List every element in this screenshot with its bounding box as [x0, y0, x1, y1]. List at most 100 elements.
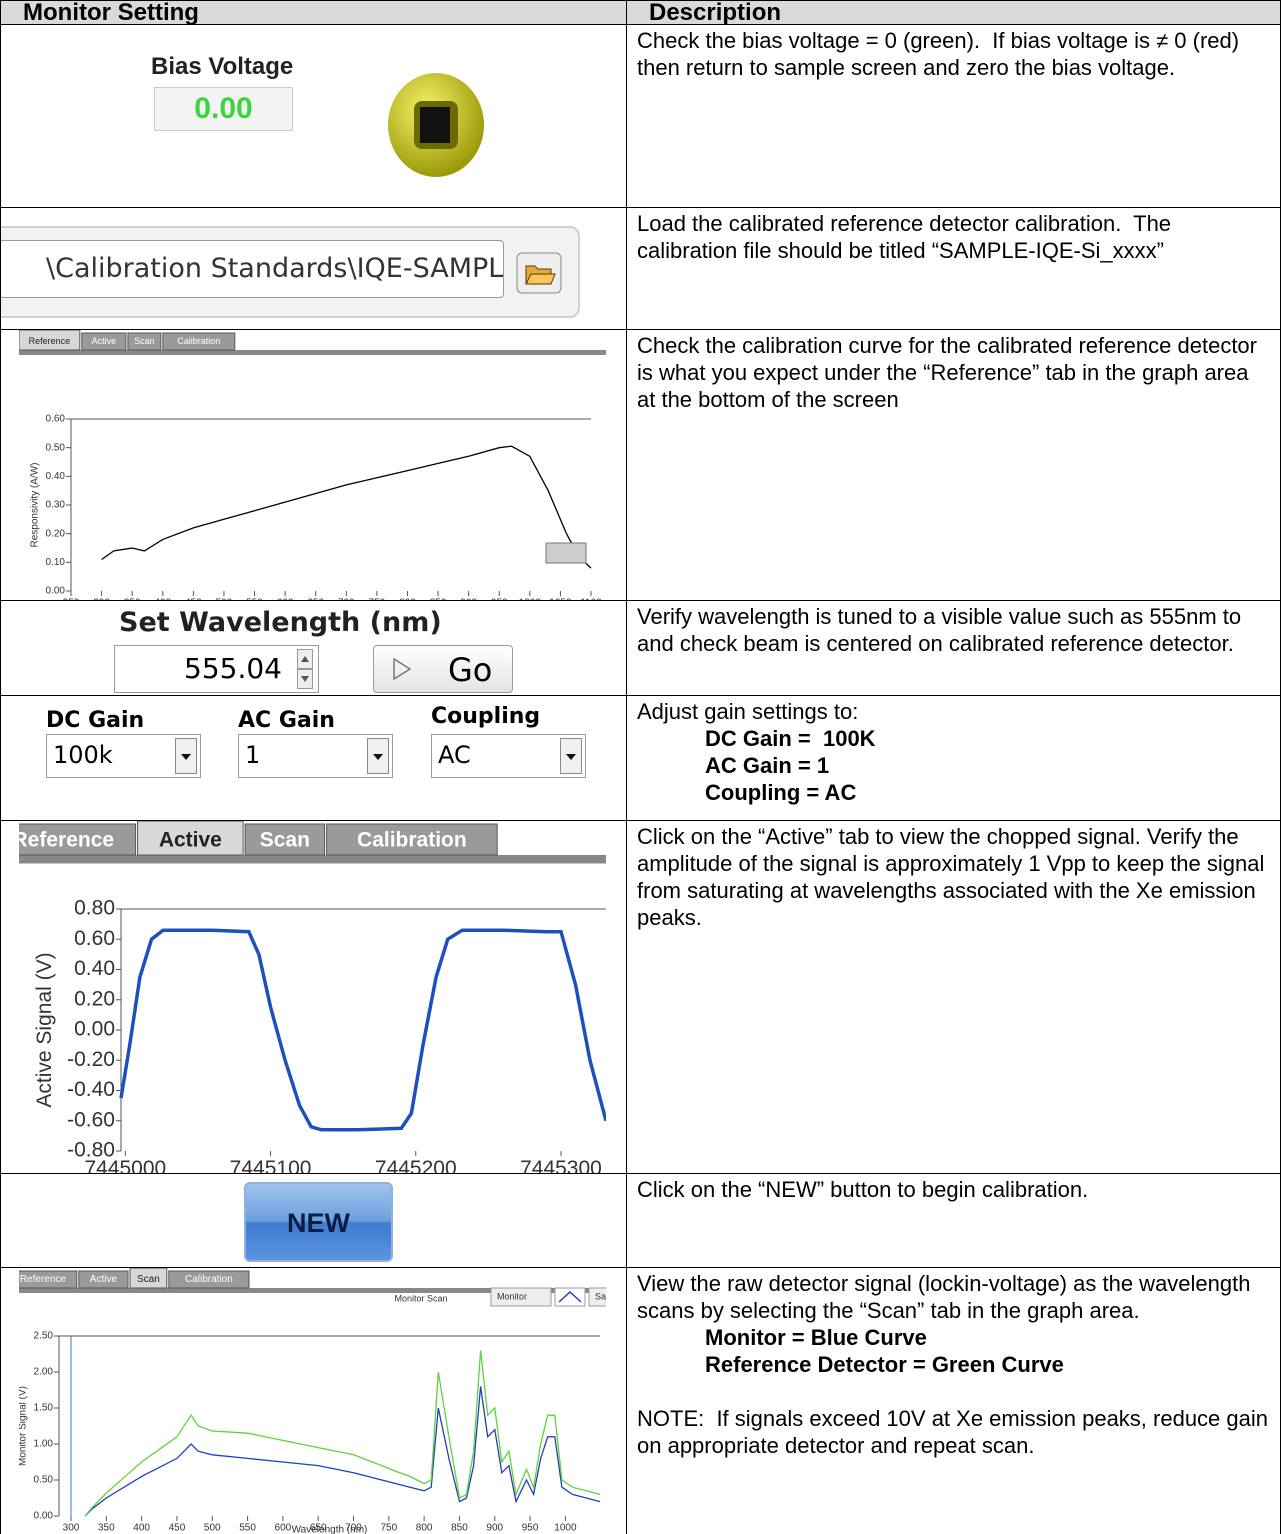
- x-tick-label: 1000: [519, 598, 542, 601]
- y-tick-label: 1.00: [34, 1439, 54, 1450]
- x-tick-label: 300: [93, 598, 110, 601]
- graph-palette[interactable]: [545, 542, 587, 564]
- go-label: Go: [448, 651, 493, 689]
- y-tick-label: 0.40: [46, 471, 66, 482]
- y-tick-label: 0.30: [46, 500, 66, 511]
- x-tick-label: 450: [169, 1523, 186, 1534]
- y-tick-label: 0.40: [74, 957, 115, 980]
- setting-cell: DC Gain 100k AC Gain 1 Coupling AC: [0, 695, 627, 821]
- dropdown-arrow: [175, 738, 197, 774]
- plot-frame: [58, 1335, 600, 1516]
- y-tick-label: 0.00: [46, 586, 66, 597]
- dropdown-label: Coupling: [431, 704, 541, 729]
- description-cell: Check the bias voltage = 0 (green). If b…: [626, 24, 1281, 208]
- x-tick-label: 450: [185, 598, 202, 601]
- dropdown-arrow: [367, 738, 389, 774]
- tab-label: Active: [92, 336, 117, 346]
- description-line: View the raw detector signal (lockin-vol…: [637, 1271, 1257, 1323]
- description-cell: View the raw detector signal (lockin-vol…: [626, 1267, 1281, 1534]
- tab[interactable]: [78, 1270, 129, 1289]
- monitor-knob[interactable]: [376, 63, 496, 183]
- description-cell: Adjust gain settings to: DC Gain = 100K AC…: [626, 695, 1281, 821]
- setting-cell: Reference Active Scan Calibration 0.00 0.50 1.…: [0, 1267, 627, 1534]
- tab-label: Calibration: [177, 336, 220, 346]
- tab[interactable]: [162, 332, 236, 351]
- chart-title: Monitor Scan: [394, 1293, 447, 1303]
- x-tick-label: 400: [154, 598, 171, 601]
- x-tick-label: 1000: [554, 1523, 577, 1534]
- tab[interactable]: [19, 330, 81, 351]
- dropdown-label: DC Gain: [46, 708, 145, 733]
- tab[interactable]: [81, 332, 127, 351]
- tab[interactable]: [19, 823, 137, 856]
- dropdown[interactable]: 100k: [46, 734, 201, 778]
- x-tick-label: 7445300: [520, 1157, 602, 1173]
- setting-cell: NEW: [0, 1173, 627, 1268]
- y-axis-label: Monitor Signal (V): [19, 1386, 29, 1466]
- x-tick-label: 800: [416, 1523, 433, 1534]
- tab-strip: [19, 855, 606, 864]
- x-tick-label: 950: [522, 1523, 539, 1534]
- description-cell: Click on the “NEW” button to begin calib…: [626, 1173, 1281, 1268]
- y-tick-label: 0.10: [46, 557, 66, 568]
- y-axis-label: Active Signal (V): [33, 952, 56, 1107]
- description-line: Coupling = AC: [705, 780, 857, 805]
- legend-label: Sample: [595, 1291, 606, 1301]
- y-tick-label: 0.80: [74, 897, 115, 920]
- description-cell: Load the calibrated reference detector c…: [626, 207, 1281, 330]
- chart: Reference Active Scan Calibration 0.00 0.50 1.…: [19, 1268, 606, 1534]
- x-tick-label: 800: [399, 598, 416, 601]
- dropdown[interactable]: 1: [238, 734, 393, 778]
- x-tick-label: 950: [491, 598, 508, 601]
- y-tick-label: 0.50: [34, 1475, 54, 1486]
- x-tick-label: 850: [430, 598, 447, 601]
- series-line: [84, 1386, 601, 1517]
- x-tick-label: 900: [486, 1523, 503, 1534]
- description-line: Check the bias voltage = 0 (green). If b…: [637, 28, 1246, 80]
- legend-swatch: [558, 1290, 582, 1303]
- x-tick-label: 600: [277, 598, 294, 601]
- tab[interactable]: [127, 332, 162, 351]
- x-tick-label: 350: [124, 598, 141, 601]
- tab-label: Calibration: [357, 828, 467, 851]
- go-button[interactable]: Go: [373, 645, 513, 693]
- header-cell: Description: [626, 0, 1281, 25]
- tab[interactable]: [244, 823, 326, 856]
- x-tick-label: 750: [380, 1523, 397, 1534]
- tab[interactable]: [326, 823, 498, 856]
- description-line: Check the calibration curve for the cali…: [637, 333, 1264, 412]
- x-tick-label: 500: [216, 598, 233, 601]
- y-tick-label: -0.40: [67, 1078, 115, 1101]
- x-axis-label: Wavelength (nm): [292, 1525, 368, 1534]
- description-line: Load the calibrated reference detector c…: [637, 211, 1178, 263]
- field-label: Set Wavelength (nm): [119, 607, 442, 638]
- browse-button[interactable]: [516, 252, 562, 294]
- description-cell: Click on the “Active” tab to view the ch…: [626, 820, 1281, 1174]
- tab[interactable]: [19, 1270, 78, 1289]
- y-tick-label: 0.00: [34, 1511, 54, 1522]
- y-tick-label: 0.00: [74, 1018, 115, 1041]
- spinner[interactable]: [297, 649, 313, 689]
- description-line: Adjust gain settings to:: [637, 699, 859, 724]
- tab-label: Reference: [29, 336, 71, 346]
- x-tick-label: 750: [369, 598, 386, 601]
- tab-label: Active: [90, 1274, 118, 1285]
- y-tick-label: 2.00: [34, 1367, 54, 1378]
- tab[interactable]: [129, 1268, 168, 1289]
- tab[interactable]: [168, 1270, 250, 1289]
- value-display: 0.00: [154, 87, 293, 131]
- description-line: Verify wavelength is tuned to a visible …: [637, 604, 1248, 656]
- description-cell: Check the calibration curve for the cali…: [626, 329, 1281, 601]
- x-tick-label: 350: [98, 1523, 115, 1534]
- tab[interactable]: [137, 821, 244, 856]
- y-tick-label: -0.80: [67, 1139, 115, 1162]
- legend-label: Monitor: [497, 1291, 527, 1301]
- x-tick-label: 400: [133, 1523, 150, 1534]
- y-axis-label: Responsivity (A/W): [30, 462, 41, 547]
- new-button[interactable]: NEW: [244, 1182, 393, 1262]
- dropdown[interactable]: AC: [431, 734, 586, 778]
- tab-label: Calibration: [185, 1274, 233, 1285]
- tab-label: Reference: [20, 1274, 67, 1285]
- description-line: DC Gain = 100K: [705, 726, 876, 751]
